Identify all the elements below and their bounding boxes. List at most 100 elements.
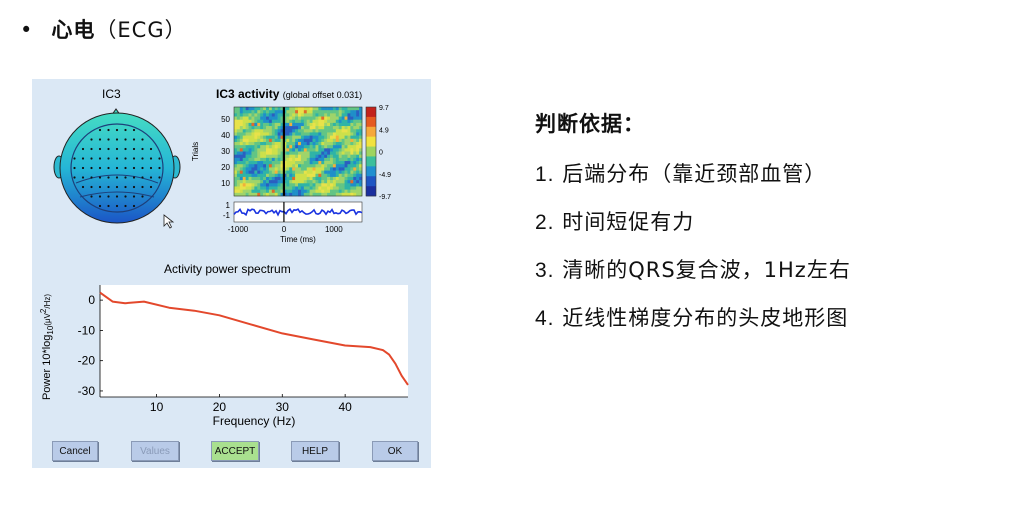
erp-cell — [300, 157, 305, 162]
erp-cell — [268, 189, 273, 194]
erp-cell — [277, 157, 281, 162]
erp-cell — [257, 116, 261, 121]
cancel-button[interactable]: Cancel — [52, 441, 98, 461]
electrode-dot — [107, 185, 110, 189]
erp-cell — [315, 145, 319, 149]
title-cn: 心电 — [51, 18, 96, 42]
erp-cell — [257, 151, 261, 155]
erp-cell — [266, 145, 270, 149]
erp-cell — [318, 180, 322, 184]
erp-cell — [321, 164, 325, 168]
erp-cell — [292, 183, 296, 187]
erp-cell — [260, 183, 264, 187]
erp-cell — [263, 107, 267, 111]
erp-cell — [245, 180, 249, 184]
electrode-dot — [158, 166, 161, 170]
electrode-dot — [115, 204, 119, 208]
erp-cell — [315, 192, 319, 197]
erp-cell — [341, 126, 345, 130]
erp-cell — [254, 164, 258, 168]
erp-cell — [330, 135, 334, 140]
erp-cell — [344, 141, 348, 146]
erp-cell — [298, 157, 302, 162]
erp-cell — [251, 119, 255, 124]
erp-cell — [338, 126, 342, 130]
erp-title: IC3 activity (global offset 0.031) — [216, 87, 362, 101]
erp-cell — [292, 161, 296, 165]
ok-button[interactable]: OK — [372, 441, 418, 461]
erp-cell — [324, 107, 328, 111]
erp-cell — [341, 107, 345, 111]
electrode-dot — [132, 195, 136, 198]
erp-cell — [239, 154, 244, 159]
erp-cell — [242, 183, 246, 187]
erp-cell — [266, 186, 270, 190]
erp-cell — [359, 164, 363, 168]
erp-cell — [335, 186, 340, 190]
accept-button[interactable]: ACCEPT — [211, 441, 259, 461]
erp-cell — [271, 176, 276, 181]
erp-cell — [280, 110, 284, 114]
electrode-dot — [149, 176, 153, 179]
erp-cell — [303, 107, 308, 111]
erp-cell — [324, 135, 328, 140]
erp-cell — [257, 192, 261, 197]
erp-cell — [245, 186, 249, 190]
erp-cell — [335, 176, 340, 181]
erp-cell — [315, 186, 319, 190]
erp-cell — [248, 167, 252, 171]
erp-cell — [268, 192, 273, 197]
erp-cell — [260, 107, 264, 111]
erp-cell — [350, 135, 354, 140]
erp-cell — [234, 161, 238, 165]
erp-cell — [242, 119, 246, 124]
erp-cell — [292, 138, 296, 143]
erp-xtick: 0 — [282, 225, 287, 234]
erp-cell — [327, 170, 331, 175]
erp-cell — [353, 151, 357, 155]
erp-cell — [268, 145, 273, 149]
help-button[interactable]: HELP — [291, 441, 339, 461]
erp-cell — [356, 189, 360, 194]
erp-cell — [295, 138, 299, 143]
erp-cell — [321, 170, 325, 175]
erp-cell — [306, 119, 310, 124]
erp-cell — [347, 126, 351, 130]
erp-cell — [260, 138, 264, 143]
erp-cell — [295, 113, 299, 117]
erp-cell — [292, 119, 296, 124]
erp-cell — [257, 148, 261, 152]
erp-cell — [263, 145, 267, 149]
electrode-dot — [107, 128, 110, 132]
erp-cell — [350, 113, 354, 117]
values-button[interactable]: Values — [131, 441, 179, 461]
erp-cell — [248, 170, 252, 175]
erp-cell — [271, 107, 276, 111]
erp-cell — [292, 192, 296, 197]
erp-cell — [257, 176, 261, 181]
erp-cell — [274, 151, 278, 155]
erp-cell — [283, 164, 287, 168]
erp-cell — [280, 126, 284, 130]
erp-cell — [283, 148, 287, 152]
erp-cell — [359, 157, 363, 162]
erp-cell — [271, 145, 276, 149]
erp-cell — [306, 135, 310, 140]
erp-cell — [303, 135, 308, 140]
erp-cell — [242, 129, 246, 133]
erp-cell — [234, 173, 238, 178]
erp-cell — [309, 132, 313, 136]
erp-cell — [359, 122, 363, 127]
erp-cell — [268, 138, 273, 143]
erp-cell — [315, 180, 319, 184]
erp-cell — [257, 154, 261, 159]
erp-cell — [236, 141, 241, 146]
erp-cell — [274, 154, 278, 159]
erp-cell — [266, 110, 270, 114]
erp-cell — [245, 122, 249, 127]
erp-cell — [254, 161, 258, 165]
erp-cell — [303, 161, 308, 165]
erp-cell — [338, 180, 342, 184]
erp-cell — [286, 126, 290, 130]
erp-cell — [303, 167, 308, 171]
